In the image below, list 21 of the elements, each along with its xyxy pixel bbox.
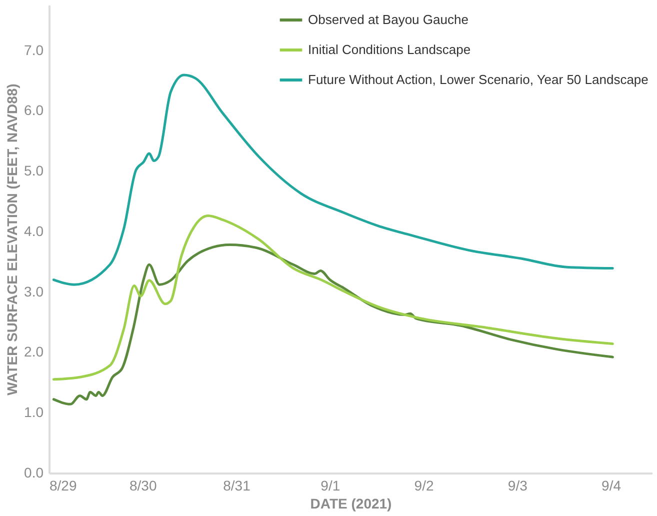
y-tick-label: 4.0 (24, 222, 44, 239)
x-axis-title: DATE (2021) (310, 496, 392, 512)
x-tick-label: 9/2 (414, 478, 434, 494)
x-tick-label: 8/31 (223, 478, 251, 494)
x-tick-label: 9/1 (320, 478, 340, 494)
y-tick-label: 1.0 (24, 404, 44, 420)
x-tick-label: 8/29 (50, 478, 77, 494)
y-axis-title: WATER SURFACE ELEVATION (FEET, NAVD88) (4, 84, 20, 396)
x-tick-label: 8/30 (130, 478, 157, 494)
x-tick-label: 9/3 (508, 478, 528, 494)
y-tick-label: 2.0 (24, 344, 44, 360)
y-tick-label: 0.0 (24, 464, 44, 480)
y-tick-label: 5.0 (24, 162, 44, 179)
y-tick-label: 3.0 (24, 283, 44, 300)
y-tick-label: 6.0 (24, 102, 44, 118)
line-series (52, 214, 614, 381)
legend-label: Observed at Bayou Gauche (308, 12, 468, 27)
legend-label: Future Without Action, Lower Scenario, Year 50 Landscape (308, 72, 648, 87)
y-tick-label: 7.0 (24, 42, 44, 58)
legend-label: Initial Conditions Landscape (308, 42, 471, 57)
x-tick-label: 9/4 (602, 478, 622, 494)
